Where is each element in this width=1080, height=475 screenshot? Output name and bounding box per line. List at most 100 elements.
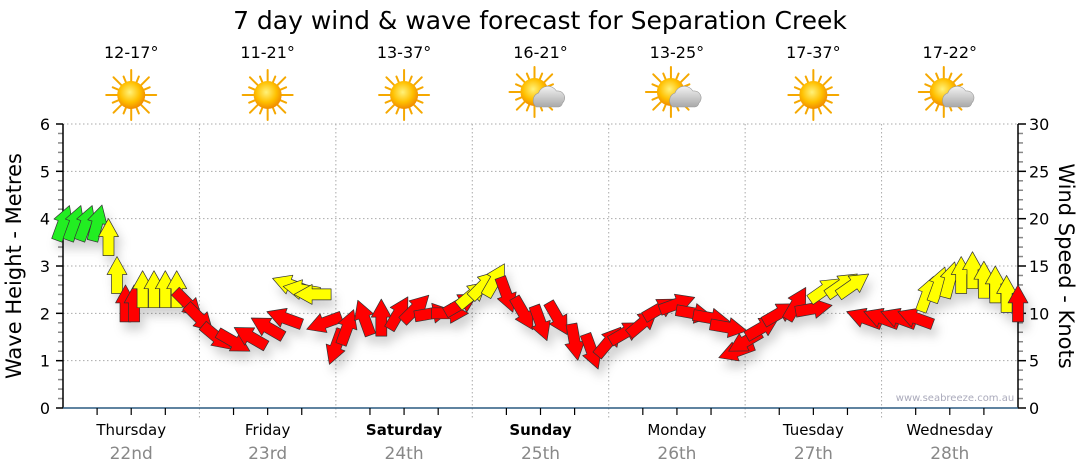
- sun-ray: [824, 98, 833, 104]
- wind-arrow-38: [543, 299, 568, 335]
- sun-icon: [105, 69, 158, 121]
- day-name: Thursday: [95, 421, 166, 439]
- sun-ray: [271, 106, 277, 115]
- sun-ray: [804, 106, 810, 115]
- sun-disc: [117, 81, 146, 109]
- y-tick-label: 1: [40, 352, 50, 371]
- wind-arrow-37: [528, 303, 551, 342]
- partly-cloudy-icon: [508, 66, 566, 118]
- y-tick-label: 0: [40, 399, 50, 418]
- sun-ray: [515, 100, 527, 111]
- y2-tick-label: 15: [1029, 257, 1049, 276]
- sun-ray: [817, 75, 823, 84]
- sun-ray: [271, 75, 277, 84]
- partly-cloudy-icon: [917, 66, 975, 118]
- wind-arrow-17: [250, 317, 287, 342]
- sun-ray: [395, 75, 401, 84]
- sun-icon: [378, 69, 431, 121]
- sun-ray: [925, 73, 936, 84]
- day-temperature: 11-21°: [240, 43, 295, 62]
- sun-ray: [947, 72, 953, 81]
- sun-ray: [415, 98, 424, 104]
- sun-disc: [390, 81, 419, 109]
- day-name: Wednesday: [906, 421, 993, 439]
- sun-disc: [799, 81, 828, 109]
- partly-cloudy-icon: [644, 66, 702, 118]
- sun-ray: [412, 103, 423, 114]
- day-temperature: 16-21°: [513, 43, 568, 62]
- sun-ray: [651, 83, 660, 89]
- sun-ray: [139, 76, 150, 87]
- sun-ray: [817, 106, 823, 115]
- sun-ray: [804, 75, 810, 84]
- day-name: Saturday: [366, 421, 443, 439]
- wind-arrow-48: [709, 317, 748, 338]
- y-tick-label: 2: [40, 304, 50, 323]
- day-date: 27th: [794, 444, 833, 464]
- sun-ray: [258, 75, 264, 84]
- sun-ray: [525, 72, 531, 81]
- sun-ray: [515, 73, 527, 84]
- sun-ray: [275, 76, 287, 87]
- day-date: 24th: [385, 444, 424, 464]
- sun-ray: [924, 95, 933, 101]
- y2-tick-label: 25: [1029, 162, 1049, 181]
- sun-ray: [662, 72, 667, 81]
- sun-ray: [111, 98, 121, 104]
- sun-ray: [951, 73, 963, 84]
- cloud: [532, 85, 566, 108]
- sun-ray: [935, 103, 940, 112]
- day-temperature: 17-22°: [923, 43, 978, 62]
- sun-ray: [674, 72, 680, 81]
- y-axis-label: Wave Height - Metres: [2, 153, 26, 379]
- y-tick-label: 5: [40, 162, 50, 181]
- wind-arrow-24: [335, 309, 358, 347]
- wind-arrow-18: [266, 308, 304, 330]
- sun-ray: [248, 103, 260, 114]
- sun-ray: [142, 86, 151, 92]
- day-temperature: 17-37°: [786, 43, 841, 62]
- day-date: 22nd: [110, 444, 153, 464]
- sun-ray: [278, 98, 288, 104]
- sun-ray: [652, 100, 663, 111]
- sun-ray: [278, 86, 288, 92]
- y2-tick-label: 0: [1029, 399, 1039, 418]
- wind-arrow-16: [233, 327, 270, 352]
- sun-ray: [248, 86, 257, 92]
- sun-ray: [385, 76, 396, 87]
- day-temperature: 12-17°: [104, 43, 159, 62]
- sun-ray: [408, 75, 413, 84]
- wind-arrow-22: [306, 311, 344, 333]
- sun-ray: [122, 106, 128, 115]
- sun-ray: [793, 98, 803, 104]
- sun-ray: [542, 73, 554, 84]
- wind-arrow-5: [106, 256, 128, 294]
- sun-ray: [515, 95, 524, 101]
- wind-arrow-57: [834, 273, 870, 301]
- sun-ray: [275, 103, 287, 114]
- sun-ray: [412, 76, 423, 87]
- day-date: 26th: [657, 444, 696, 464]
- sun-ray: [395, 106, 401, 115]
- sun-ray: [662, 103, 667, 112]
- day-temperature: 13-37°: [377, 43, 432, 62]
- sun-ray: [794, 76, 806, 87]
- sun-ray: [821, 103, 833, 114]
- sun-ray: [935, 72, 940, 81]
- sun-ray: [415, 86, 424, 92]
- sun-ray: [248, 76, 260, 87]
- sun-ray: [122, 75, 128, 84]
- day-date: 25th: [521, 444, 560, 464]
- sun-ray: [112, 103, 124, 114]
- day-date: 28th: [930, 444, 969, 464]
- sun-ray: [135, 106, 140, 115]
- sun-icon: [241, 69, 294, 121]
- wind-arrow-4: [98, 218, 119, 256]
- sun-ray: [793, 86, 803, 92]
- sun-ray: [515, 83, 524, 89]
- sun-ray: [925, 100, 936, 111]
- day-name: Friday: [245, 421, 291, 439]
- y-tick-label: 4: [40, 210, 50, 229]
- sun-disc: [253, 81, 282, 109]
